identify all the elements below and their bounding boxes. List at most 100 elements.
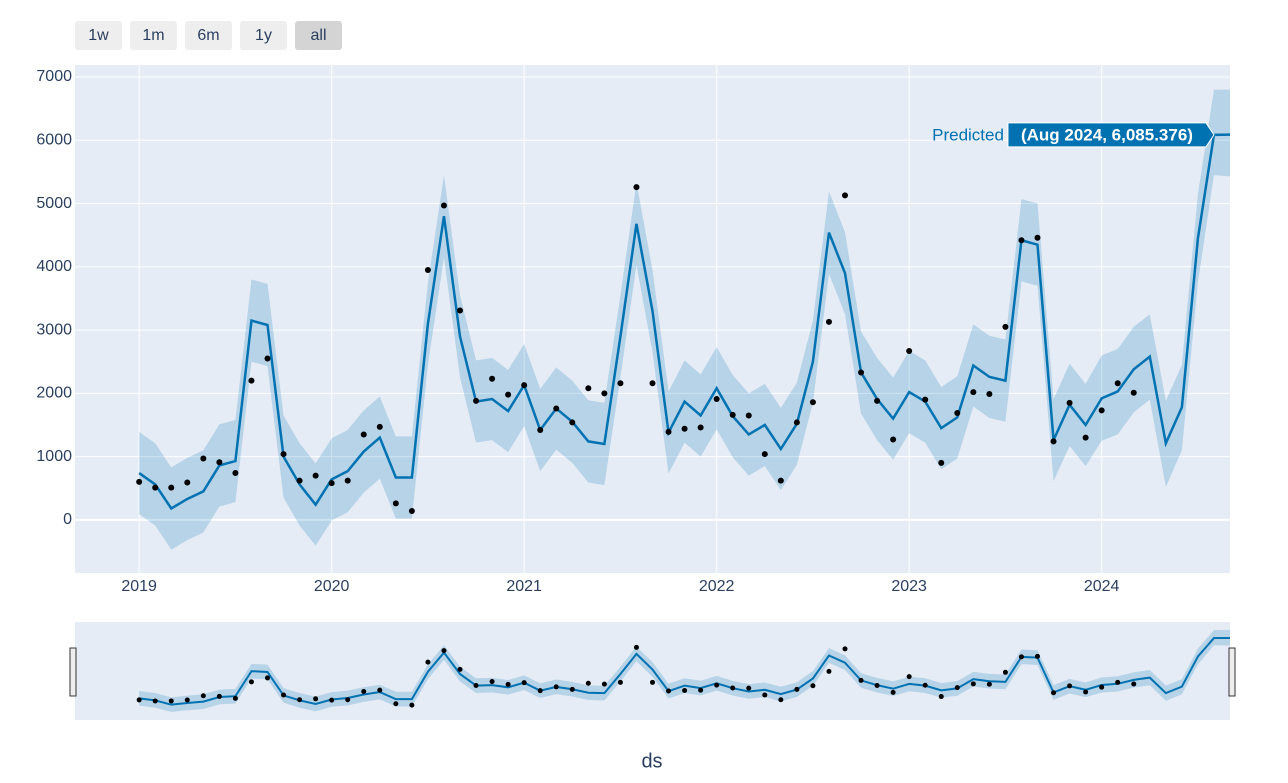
forecast-line: [138, 133, 1231, 511]
actual-point: [777, 477, 784, 484]
slider-actual-point: [168, 698, 174, 704]
slider-actual-point: [152, 698, 158, 704]
actual-point: [537, 427, 544, 434]
actual-point: [906, 347, 913, 354]
actual-point: [232, 470, 239, 477]
slider-actual-point: [890, 689, 896, 695]
range-button[interactable]: [240, 21, 287, 50]
slider-actual-point: [393, 701, 399, 707]
slider-actual-point: [537, 688, 543, 694]
actual-point: [617, 380, 624, 387]
actual-point: [344, 477, 351, 484]
slider-actual-point: [906, 674, 912, 680]
slider-actual-point: [313, 696, 319, 702]
actual-point: [1066, 399, 1073, 406]
slider-actual-point: [601, 681, 607, 687]
y-tick-label: 5000: [36, 195, 72, 212]
range-button-label[interactable]: 6m: [197, 27, 219, 44]
slider-actual-point: [810, 683, 816, 689]
actual-point: [970, 389, 977, 396]
actual-point: [216, 459, 223, 466]
slider-actual-point: [265, 675, 270, 681]
actual-point: [713, 396, 720, 403]
slider-actual-point: [730, 685, 736, 691]
slider-actual-point: [778, 697, 784, 703]
slider-actual-point: [505, 681, 511, 687]
actual-point: [376, 423, 383, 430]
x-tick-label: 2023: [891, 578, 927, 595]
slider-actual-point: [938, 694, 944, 700]
actual-point: [152, 484, 159, 491]
slider-actual-point: [970, 681, 976, 687]
actual-point: [360, 431, 367, 438]
slider-actual-point: [489, 679, 495, 685]
actual-point: [312, 472, 319, 479]
actual-point: [184, 479, 191, 486]
slider-uncertainty-band: [139, 630, 1231, 712]
range-button[interactable]: [185, 21, 232, 50]
slider-actual-point: [1002, 669, 1008, 675]
actual-point: [954, 409, 961, 416]
actual-point: [1050, 438, 1057, 445]
actual-point: [809, 399, 816, 406]
slider-actual-point: [1131, 681, 1137, 687]
actual-point: [280, 451, 287, 458]
range-slider-handle[interactable]: [1228, 647, 1236, 697]
range-button-label[interactable]: 1w: [88, 27, 109, 44]
actual-point: [553, 405, 560, 412]
slider-actual-point: [650, 679, 655, 685]
slider-actual-point: [986, 681, 992, 687]
actual-point: [858, 369, 865, 376]
x-tick-label: 2022: [699, 578, 735, 595]
slider-actual-point: [248, 679, 254, 685]
actual-point: [489, 375, 496, 382]
actual-point: [649, 380, 656, 387]
actual-point: [440, 202, 447, 209]
slider-actual-point: [633, 644, 639, 650]
y-tick-label: 6000: [36, 132, 72, 149]
actual-point: [521, 382, 528, 389]
slider-actual-point: [714, 682, 720, 688]
slider-actual-point: [377, 687, 383, 693]
actual-point: [1018, 237, 1025, 244]
slider-actual-point: [232, 695, 238, 701]
x-axis-title: ds: [641, 750, 662, 772]
slider-actual-point: [698, 687, 704, 693]
range-button-label[interactable]: all: [310, 27, 326, 44]
actual-point: [601, 390, 608, 397]
actual-point: [1130, 389, 1137, 396]
slider-actual-point: [954, 685, 960, 691]
slider-actual-point: [216, 693, 222, 699]
y-tick-label: 3000: [36, 321, 72, 338]
slider-actual-point: [457, 666, 463, 672]
range-button[interactable]: [130, 21, 177, 50]
actual-point: [697, 424, 704, 431]
actual-point: [248, 377, 255, 384]
slider-actual-point: [842, 646, 848, 652]
range-button[interactable]: [295, 21, 342, 50]
actual-point: [745, 412, 752, 419]
range-button-label[interactable]: 1m: [142, 27, 164, 44]
actual-point: [1098, 407, 1105, 414]
actual-point: [665, 428, 672, 435]
x-tick-label: 2019: [121, 578, 157, 595]
actual-point: [136, 478, 143, 485]
range-button-label[interactable]: 1y: [255, 27, 272, 44]
range-button[interactable]: [75, 21, 122, 50]
actual-point: [842, 192, 848, 199]
actual-point: [825, 318, 832, 325]
slider-actual-point: [826, 668, 832, 674]
range-slider-handle[interactable]: [69, 647, 77, 697]
y-tick-label: 7000: [36, 68, 72, 85]
actual-point: [986, 390, 993, 397]
actual-point: [922, 396, 929, 403]
slider-actual-point: [794, 686, 800, 692]
actual-point: [200, 455, 207, 462]
actual-point: [1114, 380, 1121, 387]
y-tick-label: 4000: [36, 258, 72, 275]
x-tick-label: 2020: [314, 578, 350, 595]
actual-point: [793, 419, 800, 426]
actual-point: [1002, 323, 1009, 330]
slider-actual-point: [922, 682, 928, 688]
